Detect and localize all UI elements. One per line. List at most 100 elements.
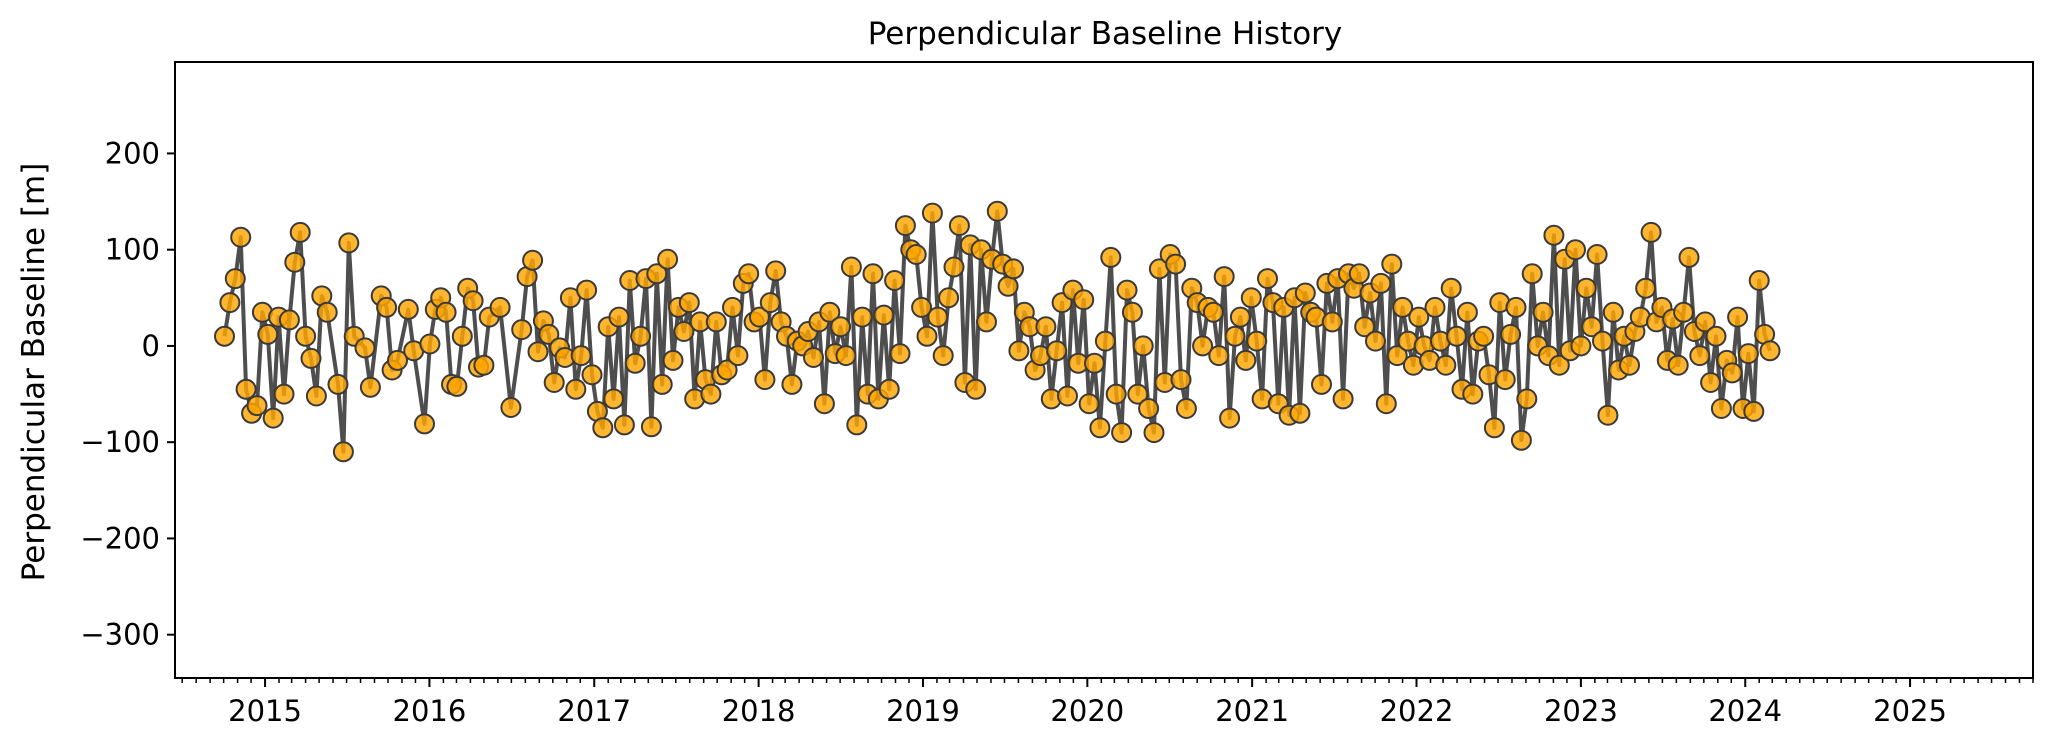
data-point (1073, 289, 1095, 311)
data-point (538, 323, 560, 345)
data-point (1240, 287, 1262, 309)
data-point (1392, 296, 1414, 318)
data-point (840, 256, 862, 278)
x-tick-label: 2015 (228, 694, 302, 728)
data-point (1505, 296, 1527, 318)
data-point (1132, 335, 1154, 357)
data-point (1111, 422, 1133, 444)
data-point (1581, 316, 1603, 338)
data-point (722, 296, 743, 318)
data-point (489, 296, 511, 318)
data-point (662, 349, 684, 371)
data-point (1710, 398, 1732, 419)
data-point (1127, 383, 1149, 405)
data-point (376, 296, 398, 318)
data-point (1165, 253, 1187, 275)
y-axis-label: Perpendicular Baseline [m] (16, 163, 52, 582)
data-point (462, 290, 484, 312)
data-point (1229, 306, 1251, 328)
data-point (305, 385, 327, 407)
data-point (1473, 325, 1495, 347)
data-point (884, 270, 906, 291)
data-point (1532, 301, 1554, 323)
data-point (1143, 422, 1165, 444)
data-point (289, 221, 311, 243)
data-point (1213, 266, 1235, 288)
data-point (1424, 296, 1446, 318)
data-point (754, 369, 776, 391)
x-tick-label: 2022 (1380, 694, 1454, 728)
data-point (1759, 340, 1781, 362)
data-point (1094, 330, 1116, 352)
data-point (219, 292, 241, 314)
data-point (284, 251, 306, 273)
data-point (1057, 385, 1078, 407)
data-point (1575, 277, 1597, 299)
data-point (997, 275, 1019, 297)
data-point (1138, 398, 1160, 419)
data-point (581, 364, 603, 386)
data-point (565, 378, 587, 400)
x-tick-label: 2019 (886, 694, 960, 728)
data-point (1332, 388, 1354, 410)
data-point (1565, 239, 1586, 261)
data-point (1365, 330, 1386, 352)
chart-title: Perpendicular Baseline History (868, 16, 1343, 52)
y-tick-label: 100 (105, 233, 160, 267)
data-point (1678, 246, 1700, 268)
data-point (976, 311, 997, 333)
data-point (1694, 311, 1716, 333)
data-point (1602, 301, 1624, 323)
data-point (835, 345, 857, 367)
data-point (1208, 345, 1230, 367)
data-point (1748, 270, 1770, 291)
x-tick-label: 2023 (1544, 694, 1618, 728)
data-point (327, 373, 349, 395)
data-point (738, 263, 760, 285)
data-point (451, 325, 473, 347)
y-tick-label: −100 (80, 425, 160, 459)
data-point (630, 325, 652, 347)
data-point (1311, 373, 1332, 395)
data-point (473, 354, 495, 376)
data-point (1224, 325, 1246, 347)
data-point (916, 325, 938, 347)
data-point (830, 316, 852, 338)
data-point (613, 414, 635, 436)
data-point (527, 341, 549, 363)
data-point (1100, 246, 1122, 268)
data-point (646, 263, 668, 285)
data-point (592, 417, 614, 439)
x-tick-label: 2018 (722, 694, 796, 728)
data-point (1381, 253, 1403, 275)
plot-area (214, 200, 1781, 463)
data-point (1046, 340, 1068, 362)
data-point (316, 301, 338, 323)
data-point (624, 352, 646, 374)
data-point (1408, 306, 1430, 328)
data-point (716, 359, 738, 381)
data-point (911, 296, 933, 318)
data-point (338, 232, 360, 254)
data-point (1321, 311, 1343, 333)
data-point (397, 298, 419, 320)
data-point (1667, 354, 1689, 376)
data-point (932, 345, 954, 367)
data-point (1348, 263, 1370, 285)
y-tick-label: 200 (105, 136, 160, 170)
data-point (700, 383, 722, 405)
data-point (657, 248, 679, 270)
data-point (1456, 301, 1478, 323)
data-point (1727, 306, 1749, 328)
data-point (1008, 340, 1030, 362)
data-point (1170, 369, 1192, 391)
data-point (1483, 417, 1505, 439)
x-tick-label: 2021 (1215, 694, 1289, 728)
data-point (749, 306, 770, 328)
data-point (446, 375, 468, 397)
data-point (1494, 369, 1516, 391)
data-point (262, 407, 284, 429)
data-point (1592, 330, 1613, 352)
